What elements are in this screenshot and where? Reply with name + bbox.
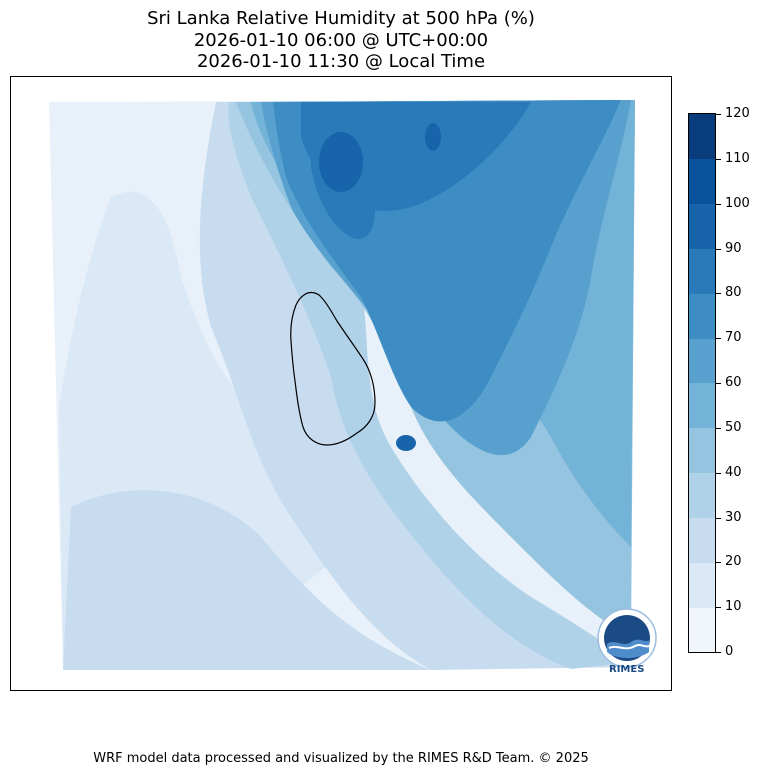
- footer-credit: WRF model data processed and visualized …: [93, 751, 589, 766]
- colorbar-tick-label: 50: [725, 419, 742, 435]
- colorbar-tick-label: 40: [725, 464, 742, 480]
- colorbar-tick: [716, 338, 721, 340]
- colorbar-segment: [689, 517, 715, 563]
- colorbar-tick-label: 30: [725, 509, 742, 525]
- colorbar-tick-label: 110: [725, 150, 750, 166]
- colorbar-tick: [716, 114, 721, 115]
- colorbar-segment: [689, 114, 715, 160]
- contour-90-100-b: [425, 123, 441, 151]
- colorbar-segment: [689, 158, 715, 205]
- colorbar-tick: [716, 383, 721, 384]
- colorbar-segment: [689, 562, 715, 608]
- colorbar-tick-label: 70: [725, 330, 742, 346]
- rimes-logo-icon: [597, 608, 657, 668]
- contour-90-100: [319, 132, 363, 192]
- colorbar: [688, 113, 716, 653]
- colorbar-tick-label: 20: [725, 554, 742, 570]
- colorbar-tick-label: 60: [725, 375, 742, 390]
- colorbar-segment: [689, 383, 715, 429]
- colorbar-segment: [689, 293, 715, 339]
- colorbar-tick-label: 10: [725, 599, 742, 615]
- colorbar-tick: [716, 472, 721, 474]
- colorbar-tick-label: 80: [725, 285, 742, 301]
- colorbar-tick: [716, 427, 721, 429]
- colorbar-tick: [716, 517, 721, 519]
- colorbar-tick: [716, 158, 721, 160]
- map-panel: [10, 76, 672, 691]
- colorbar-segment: [689, 203, 715, 249]
- colorbar-tick: [716, 203, 721, 205]
- colorbar-tick: [716, 652, 721, 653]
- colorbar-tick: [716, 248, 721, 250]
- colorbar-segment: [689, 248, 715, 294]
- colorbar-segment: [689, 338, 715, 384]
- colorbar-tick: [716, 607, 721, 609]
- colorbar-tick-label: 0: [725, 644, 734, 659]
- colorbar-tick-label: 120: [725, 106, 750, 121]
- colorbar-tick-label: 100: [725, 195, 750, 211]
- sri-lanka-outline: [290, 291, 376, 446]
- map-subtitle-local: 2026-01-10 11:30 @ Local Time: [196, 51, 486, 72]
- colorbar-tick-label: 90: [725, 240, 742, 256]
- colorbar-tick: [716, 293, 721, 295]
- logo-text: RIMES: [609, 664, 645, 675]
- colorbar-tick: [716, 562, 721, 564]
- colorbar-segment: [689, 427, 715, 474]
- colorbar-segment: [689, 472, 715, 518]
- contour-90-100-c: [396, 435, 416, 451]
- map-title: Sri Lanka Relative Humidity at 500 hPa (…: [147, 8, 535, 29]
- map-subtitle-utc: 2026-01-10 06:00 @ UTC+00:00: [193, 30, 489, 51]
- humidity-map: [49, 100, 635, 670]
- contour-20-30: [63, 490, 431, 670]
- colorbar-segment: [689, 607, 715, 653]
